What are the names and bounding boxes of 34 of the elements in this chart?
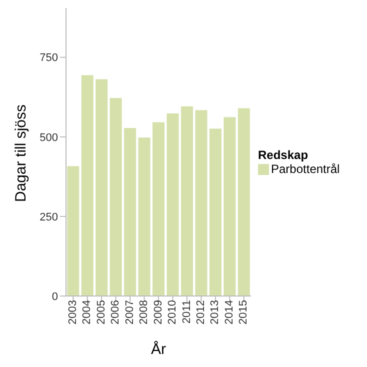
x-tick-label: 2015 [238,300,250,324]
bar [209,128,222,296]
x-tick-label: 2010 [166,300,179,324]
x-axis-title: År [151,340,166,358]
x-tick-label: 2013 [209,300,222,324]
x-tick-label: 2005 [95,300,108,324]
bar [180,106,193,296]
bar [124,128,136,296]
bar [96,79,108,296]
y-tick-label: 250 [40,211,58,224]
legend-label: Parbottentrål [270,162,340,176]
bar [67,166,80,296]
x-tick-label: 2007 [124,300,136,324]
x-tick-label: 2006 [110,300,122,324]
bar [138,138,150,296]
bar [224,117,236,296]
x-tick-label: 2011 [180,300,193,324]
y-tick-label: 750 [40,52,58,64]
bar [166,113,179,296]
legend-title: Redskap [258,148,310,162]
y-tick-label: 500 [40,132,58,144]
x-tick-label: 2003 [66,300,79,324]
x-tick-label: 2008 [138,300,150,324]
x-tick-label: 2014 [223,300,236,324]
y-tick-label: 0 [52,290,58,303]
x-tick-label: 2012 [195,300,207,324]
bar [110,98,122,296]
x-tick-label: 2004 [81,300,94,324]
bar [152,122,165,296]
bar [238,108,250,296]
bar [81,75,94,296]
y-axis-title: Dagar till sjöss [12,104,30,202]
bar [195,110,208,296]
x-tick-label: 2009 [152,300,164,324]
